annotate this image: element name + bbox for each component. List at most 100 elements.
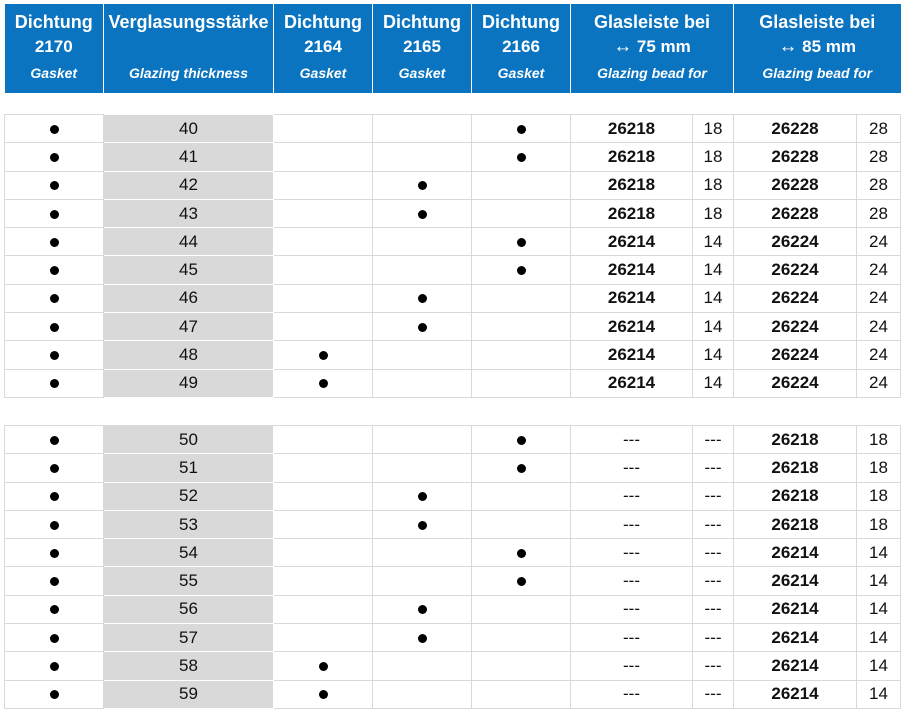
header-code: 2166: [502, 37, 540, 56]
header-width: 85 mm: [802, 37, 857, 56]
cell-gasket-2165: [372, 651, 472, 681]
cell-bead-85-code: 26214: [733, 594, 857, 625]
table-row: 48 26214 14 26224 24: [4, 340, 901, 370]
cell-bead-85-code: 26224: [733, 368, 857, 398]
filled-dot-icon: [49, 463, 59, 473]
filled-dot-icon: [516, 124, 526, 134]
header-title: Verglasungsstärke: [108, 12, 269, 32]
cell-gasket-2166: [471, 453, 571, 483]
cell-bead-85-size: 14: [856, 538, 901, 568]
cell-gasket-2170: [4, 312, 104, 342]
table-row: 51 --- --- 26218 18: [4, 453, 901, 483]
cell-gasket-2164: [273, 198, 373, 229]
filled-dot-icon: [49, 351, 59, 361]
cell-gasket-2170: [4, 255, 104, 285]
cell-gasket-2166: [471, 424, 571, 455]
cell-bead-85-size: 14: [856, 623, 901, 653]
cell-bead-75-code: ---: [570, 679, 693, 709]
cell-bead-75-code: ---: [570, 623, 693, 653]
filled-dot-icon: [49, 266, 59, 276]
cell-gasket-2170: [4, 594, 104, 625]
cell-bead-75-code: 26214: [570, 312, 693, 342]
cell-glazing-thickness: 43: [103, 198, 274, 229]
cell-gasket-2164: [273, 623, 373, 653]
cell-gasket-2165: [372, 368, 472, 398]
filled-dot-icon: [318, 379, 328, 389]
cell-gasket-2170: [4, 227, 104, 257]
cell-bead-85-code: 26218: [733, 453, 857, 483]
cell-bead-85-size: 14: [856, 679, 901, 709]
cell-gasket-2170: [4, 340, 104, 370]
cell-gasket-2170: [4, 509, 104, 540]
cell-gasket-2166: [471, 255, 571, 285]
cell-bead-85-code: 26224: [733, 283, 857, 314]
cell-glazing-thickness: 57: [103, 623, 274, 653]
cell-gasket-2166: [471, 538, 571, 568]
section-separator: [4, 396, 901, 426]
cell-gasket-2166: [471, 481, 571, 511]
filled-dot-icon: [49, 294, 59, 304]
cell-glazing-thickness: 42: [103, 170, 274, 200]
filled-dot-icon: [417, 520, 427, 530]
filled-dot-icon: [49, 237, 59, 247]
cell-bead-75-size: 14: [692, 340, 734, 370]
cell-gasket-2170: [4, 283, 104, 314]
cell-bead-75-code: 26214: [570, 368, 693, 398]
cell-bead-75-size: ---: [692, 453, 734, 483]
table-row: 49 26214 14 26224 24: [4, 368, 901, 398]
filled-dot-icon: [516, 463, 526, 473]
table-row: 59 --- --- 26214 14: [4, 679, 901, 709]
cell-bead-75-size: ---: [692, 481, 734, 511]
filled-dot-icon: [417, 181, 427, 191]
cell-bead-75-code: 26214: [570, 255, 693, 285]
cell-gasket-2165: [372, 509, 472, 540]
cell-gasket-2165: [372, 566, 472, 596]
cell-bead-75-code: ---: [570, 594, 693, 625]
cell-bead-85-code: 26214: [733, 623, 857, 653]
cell-bead-85-code: 26214: [733, 538, 857, 568]
cell-bead-75-code: ---: [570, 481, 693, 511]
cell-bead-75-size: 18: [692, 170, 734, 200]
cell-bead-75-code: ---: [570, 651, 693, 681]
table-row: 54 --- --- 26214 14: [4, 538, 901, 568]
cell-gasket-2170: [4, 424, 104, 455]
filled-dot-icon: [516, 152, 526, 162]
cell-bead-85-size: 24: [856, 255, 901, 285]
cell-gasket-2165: [372, 453, 472, 483]
table-row: 41 26218 18 26228 28: [4, 142, 901, 172]
cell-bead-85-code: 26228: [733, 198, 857, 229]
table-row: 47 26214 14 26224 24: [4, 312, 901, 342]
header-subtitle: Gasket: [299, 65, 347, 81]
cell-gasket-2165: [372, 283, 472, 314]
cell-gasket-2164: [273, 566, 373, 596]
cell-bead-85-code: 26224: [733, 227, 857, 257]
cell-gasket-2165: [372, 227, 472, 257]
filled-dot-icon: [318, 690, 328, 700]
cell-bead-75-code: 26214: [570, 340, 693, 370]
cell-gasket-2166: [471, 170, 571, 200]
cell-bead-75-size: ---: [692, 509, 734, 540]
header-glazing-bead-85: Glasleiste bei ↔ 85 mm Glazing bead for: [733, 4, 901, 93]
header-code: 2164: [304, 37, 342, 56]
cell-gasket-2166: [471, 142, 571, 172]
cell-bead-75-size: 14: [692, 312, 734, 342]
cell-gasket-2164: [273, 424, 373, 455]
cell-bead-75-size: 14: [692, 368, 734, 398]
filled-dot-icon: [49, 690, 59, 700]
filled-dot-icon: [49, 662, 59, 671]
header-subtitle: Glazing bead for: [762, 65, 873, 81]
filled-dot-icon: [49, 492, 59, 502]
table-row: 58 --- --- 26214 14: [4, 651, 901, 681]
cell-gasket-2166: [471, 113, 571, 144]
cell-glazing-thickness: 40: [103, 113, 274, 144]
cell-bead-85-code: 26228: [733, 113, 857, 144]
header-subtitle: Glazing bead for: [597, 65, 707, 81]
cell-gasket-2166: [471, 566, 571, 596]
cell-bead-85-code: 26228: [733, 142, 857, 172]
cell-bead-75-code: 26218: [570, 170, 693, 200]
gasket-table: Dichtung 2170 Gasket Verglasungsstärke G…: [4, 4, 901, 709]
cell-gasket-2166: [471, 227, 571, 257]
cell-gasket-2170: [4, 538, 104, 568]
cell-bead-85-code: 26218: [733, 509, 857, 540]
cell-bead-75-size: 14: [692, 227, 734, 257]
